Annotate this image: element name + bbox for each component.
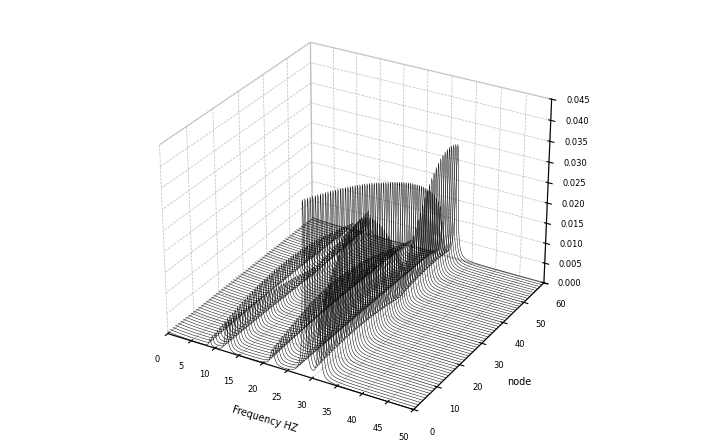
X-axis label: Frequency HZ: Frequency HZ: [231, 405, 298, 434]
Y-axis label: node: node: [507, 377, 532, 387]
